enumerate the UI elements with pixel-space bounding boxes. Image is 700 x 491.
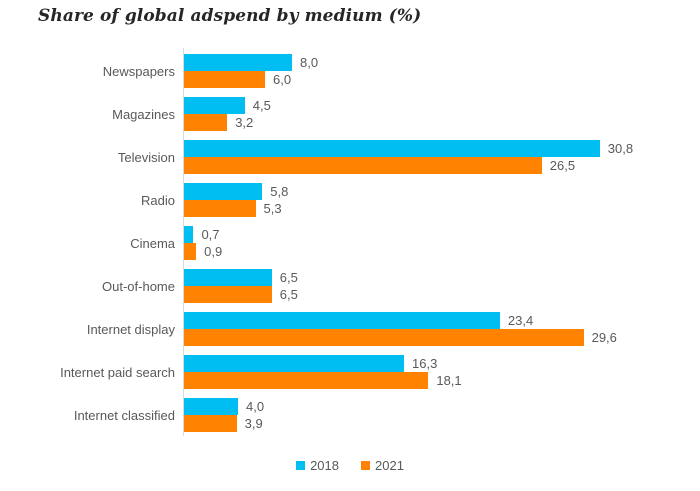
- category-label: Cinema: [130, 235, 175, 251]
- bar-line-2021: 3,9: [184, 415, 700, 432]
- bar-2018: [184, 97, 245, 114]
- bar-line-2021: 29,6: [184, 329, 700, 346]
- bar-group: 6,5 6,5: [184, 269, 700, 303]
- legend-swatch-2018: [296, 461, 306, 470]
- bar-2018: [184, 355, 405, 372]
- value-label-2018: 4,0: [246, 399, 265, 414]
- plot-area: Newspapers 8,0 6,0 Magazines 4,5 3,2 Televisio…: [0, 48, 700, 436]
- chart-row: Newspapers 8,0 6,0: [0, 54, 700, 88]
- chart-row: Internet classified 4,0 3,9: [0, 398, 700, 432]
- bar-line-2021: 6,5: [184, 286, 700, 303]
- value-label-2021: 26,5: [549, 158, 576, 173]
- value-label-2021: 0,9: [204, 244, 223, 259]
- bar-2021: [184, 243, 197, 260]
- chart-row: Out-of-home 6,5 6,5: [0, 269, 700, 303]
- legend: 2018 2021: [0, 458, 700, 473]
- bar-group: 23,4 29,6: [184, 312, 700, 346]
- value-label-2021: 3,2: [235, 115, 254, 130]
- bar-group: 4,0 3,9: [184, 398, 700, 432]
- value-label-2018: 4,5: [252, 98, 271, 113]
- bar-group: 16,3 18,1: [184, 355, 700, 389]
- bar-2018: [184, 226, 194, 243]
- chart-row: Cinema 0,7 0,9: [0, 226, 700, 260]
- bar-line-2018: 23,4: [184, 312, 700, 329]
- bar-2021: [184, 157, 542, 174]
- category-label: Magazines: [112, 106, 175, 122]
- bar-line-2021: 3,2: [184, 114, 700, 131]
- bar-line-2018: 4,5: [184, 97, 700, 114]
- bar-group: 0,7 0,9: [184, 226, 700, 260]
- bar-line-2018: 0,7: [184, 226, 700, 243]
- value-label-2021: 29,6: [591, 330, 617, 345]
- chart-row: Magazines 4,5 3,2: [0, 97, 700, 131]
- bar-line-2018: 4,0: [184, 398, 700, 415]
- bar-2021: [184, 329, 584, 346]
- bar-line-2018: 30,8: [184, 140, 700, 157]
- bar-2018: [184, 269, 272, 286]
- category-label: Newspapers: [102, 63, 175, 79]
- bar-group: 8,0 6,0: [184, 54, 700, 88]
- value-label-2018: 0,7: [201, 227, 220, 242]
- value-label-2021: 6,0: [273, 72, 292, 87]
- category-label: Internet display: [86, 321, 175, 337]
- category-axis-line: [183, 48, 184, 436]
- chart-row: Internet paid search 16,3 18,1: [0, 355, 700, 389]
- bar-2021: [184, 71, 265, 88]
- bar-line-2018: 5,8: [184, 183, 700, 200]
- value-label-2021: 3,9: [244, 416, 263, 431]
- bar-line-2018: 6,5: [184, 269, 700, 286]
- bar-2021: [184, 200, 256, 217]
- bar-2021: [184, 286, 272, 303]
- bar-2018: [184, 140, 600, 157]
- bar-line-2021: 18,1: [184, 372, 700, 389]
- bar-line-2018: 16,3: [184, 355, 700, 372]
- chart-row: Television 30,8 26,5: [0, 140, 700, 174]
- bar-2021: [184, 372, 429, 389]
- value-label-2018: 30,8: [607, 141, 634, 156]
- bar-2018: [184, 183, 263, 200]
- bar-2021: [184, 415, 237, 432]
- bar-group: 30,8 26,5: [184, 140, 700, 174]
- value-label-2018: 23,4: [507, 313, 534, 328]
- value-label-2018: 6,5: [279, 270, 298, 285]
- bar-2021: [184, 114, 228, 131]
- category-label: Internet classified: [73, 407, 175, 423]
- value-label-2018: 5,8: [270, 184, 289, 199]
- bar-line-2018: 8,0: [184, 54, 700, 71]
- bar-line-2021: 0,9: [184, 243, 700, 260]
- bar-line-2021: 26,5: [184, 157, 700, 174]
- bar-group: 5,8 5,3: [184, 183, 700, 217]
- chart-row: Radio 5,8 5,3: [0, 183, 700, 217]
- value-label-2018: 8,0: [300, 55, 319, 70]
- category-label: Television: [117, 149, 175, 165]
- legend-swatch-2021: [361, 461, 370, 470]
- legend-label-2021: 2021: [375, 458, 404, 473]
- value-label-2021: 6,5: [279, 287, 298, 302]
- bar-group: 4,5 3,2: [184, 97, 700, 131]
- legend-item-2018: 2018: [296, 458, 339, 473]
- chart-title: Share of global adspend by medium (%): [38, 6, 422, 26]
- category-label: Out-of-home: [102, 278, 175, 294]
- category-label: Internet paid search: [60, 364, 175, 380]
- bar-2018: [184, 312, 500, 329]
- value-label-2021: 5,3: [263, 201, 282, 216]
- bar-line-2021: 5,3: [184, 200, 700, 217]
- value-label-2021: 18,1: [436, 373, 462, 388]
- bar-2018: [184, 398, 238, 415]
- legend-label-2018: 2018: [310, 458, 339, 473]
- bar-2018: [184, 54, 292, 71]
- bar-line-2021: 6,0: [184, 71, 700, 88]
- category-label: Radio: [141, 192, 175, 208]
- legend-item-2021: 2021: [361, 458, 404, 473]
- chart-row: Internet display 23,4 29,6: [0, 312, 700, 346]
- value-label-2018: 16,3: [412, 356, 438, 371]
